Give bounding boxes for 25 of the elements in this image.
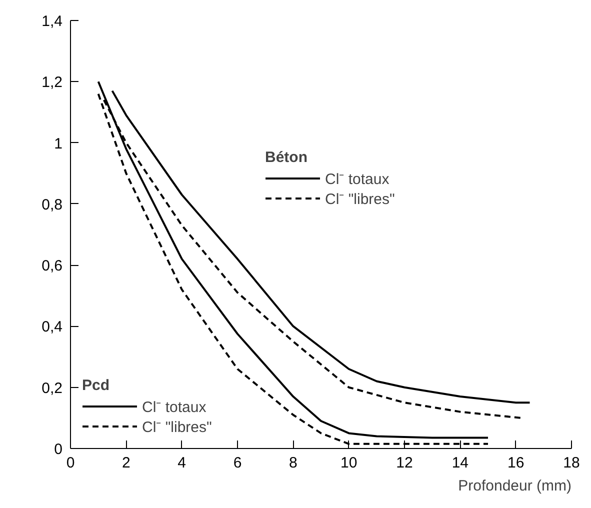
x-tick-label: 14	[452, 454, 469, 472]
y-tick-label: 0,4	[42, 318, 63, 336]
x-tick-label: 12	[396, 454, 413, 472]
annotation: Pcd	[82, 377, 111, 394]
legend-label: Cl⁻ "libres"	[142, 418, 212, 436]
x-tick-label: 16	[507, 454, 524, 472]
legend-label: Cl⁻ "libres"	[325, 190, 395, 208]
annotation: Béton	[265, 149, 308, 166]
x-tick-label: 10	[340, 454, 358, 472]
y-tick-label: 0,6	[42, 258, 63, 275]
y-tick-label: 0,2	[42, 380, 63, 397]
legend-label: Cl⁻ totaux	[325, 170, 390, 188]
x-tick-label: 6	[233, 454, 242, 472]
y-tick-label: 0,8	[42, 196, 63, 214]
x-tick-label: 18	[563, 454, 580, 472]
y-tick-label: 0	[54, 441, 62, 458]
legend-label: Cl⁻ totaux	[142, 398, 206, 416]
x-axis-title: Profondeur (mm)	[458, 478, 572, 494]
x-tick-label: 4	[178, 454, 186, 472]
y-tick-label: 1,4	[42, 13, 63, 30]
x-tick-label: 2	[122, 454, 130, 472]
x-tick-label: 8	[288, 454, 298, 472]
y-tick-label: 1,2	[42, 74, 63, 92]
x-tick-label: 0	[66, 454, 75, 472]
y-tick-label: 1	[54, 135, 62, 152]
